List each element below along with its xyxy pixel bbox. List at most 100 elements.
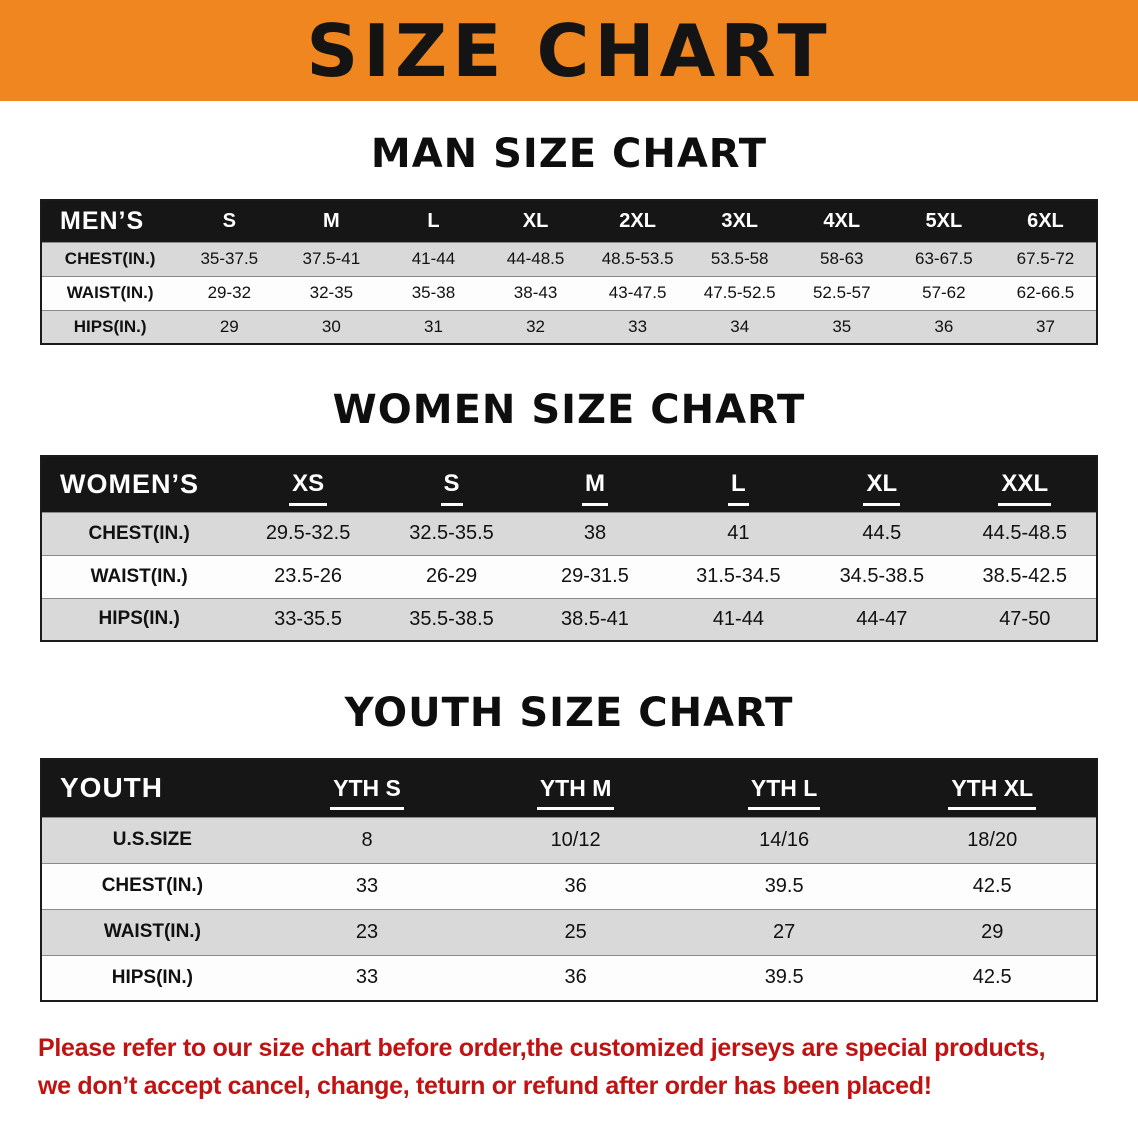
value-cell: 27 xyxy=(679,908,889,955)
youth-size-section: YOUTH SIZE CHART YOUTH YTH S YTH M YTH L YTH … xyxy=(40,690,1098,1002)
table-row: U.S.SIZE 8 10/12 14/16 18/20 xyxy=(41,816,1097,863)
value-cell: 25 xyxy=(471,908,680,955)
value-cell: 47-50 xyxy=(953,597,1097,641)
value-cell: 47.5-52.5 xyxy=(688,275,791,310)
header-label: XL xyxy=(863,470,901,507)
sections: MAN SIZE CHART MEN’S S M L XL 2XL 3XL 4XL 5XL 6XL C… xyxy=(0,131,1138,1002)
value-cell: 35-37.5 xyxy=(178,241,281,276)
value-cell: 37 xyxy=(994,309,1097,344)
table-row: CHEST(IN.) 35-37.5 37.5-41 41-44 44-48.5 48.5… xyxy=(41,241,1097,276)
size-header-cell: YTH XL xyxy=(888,759,1097,817)
value-cell: 34 xyxy=(688,309,791,344)
value-cell: 36 xyxy=(471,954,680,1001)
womens-size-section: WOMEN SIZE CHART WOMEN’S XS S M L XL XXL CHEST(I… xyxy=(40,387,1098,642)
value-cell: 44-48.5 xyxy=(484,241,587,276)
youth-size-table: YOUTH YTH S YTH M YTH L YTH XL U.S.SIZE 8 10/12… xyxy=(40,758,1098,1002)
size-chart-page: SIZE CHART MAN SIZE CHART MEN’S S M L XL 2XL 3X… xyxy=(0,0,1138,1105)
value-cell: 53.5-58 xyxy=(688,241,791,276)
header-label: 2XL xyxy=(619,209,656,232)
size-header-cell: XL xyxy=(810,456,954,512)
value-cell: 33 xyxy=(586,309,689,344)
header-label: 6XL xyxy=(1027,209,1064,232)
disclaimer-line-1: Please refer to our size chart before or… xyxy=(38,1034,1046,1062)
value-cell: 32 xyxy=(484,309,587,344)
table-row: CHEST(IN.) 33 36 39.5 42.5 xyxy=(41,862,1097,909)
row-label-cell: CHEST(IN.) xyxy=(41,511,237,555)
header-label: XS xyxy=(289,470,328,507)
value-cell: 35-38 xyxy=(382,275,485,310)
disclaimer-line-2: we don’t accept cancel, change, teturn o… xyxy=(38,1071,932,1100)
header-label: 3XL xyxy=(721,209,759,232)
value-cell: 34.5-38.5 xyxy=(810,554,954,598)
size-header-cell: L xyxy=(382,200,485,242)
row-label-cell: U.S.SIZE xyxy=(41,816,263,863)
header-label: L xyxy=(728,470,749,507)
value-cell: 30 xyxy=(280,309,383,344)
table-row: HIPS(IN.) 33 36 39.5 42.5 xyxy=(41,954,1097,1001)
value-cell: 18/20 xyxy=(888,816,1097,863)
row-label-cell: HIPS(IN.) xyxy=(41,954,263,1001)
womens-section-heading: WOMEN SIZE CHART xyxy=(332,387,806,433)
row-label-cell: HIPS(IN.) xyxy=(41,309,179,344)
size-header-cell: YTH M xyxy=(471,759,680,817)
table-header-row: YOUTH YTH S YTH M YTH L YTH XL xyxy=(41,759,1097,817)
header-label: YTH XL xyxy=(948,774,1037,810)
table-row: WAIST(IN.) 23.5-26 26-29 29-31.5 31.5-34.5 34… xyxy=(41,554,1097,598)
header-label: S xyxy=(222,209,236,232)
category-header-cell: MEN’S xyxy=(41,200,179,242)
value-cell: 38 xyxy=(523,511,667,555)
category-header-cell: YOUTH xyxy=(41,759,263,817)
value-cell: 26-29 xyxy=(379,554,524,598)
table-header-row: MEN’S S M L XL 2XL 3XL 4XL 5XL 6XL xyxy=(41,200,1097,242)
value-cell: 29-32 xyxy=(178,275,281,310)
value-cell: 8 xyxy=(262,816,472,863)
size-header-cell: 4XL xyxy=(790,200,893,242)
size-header-cell: XS xyxy=(236,456,380,512)
value-cell: 29 xyxy=(888,908,1097,955)
youth-section-heading: YOUTH SIZE CHART xyxy=(344,690,794,736)
size-header-cell: S xyxy=(379,456,524,512)
row-label-cell: WAIST(IN.) xyxy=(41,908,263,955)
value-cell: 39.5 xyxy=(679,954,889,1001)
womens-size-table: WOMEN’S XS S M L XL XXL CHEST(IN.) 29.5-32.5 32.5… xyxy=(40,455,1098,642)
value-cell: 42.5 xyxy=(888,862,1097,909)
size-header-cell: 3XL xyxy=(688,200,791,242)
value-cell: 23.5-26 xyxy=(236,554,380,598)
value-cell: 36 xyxy=(471,862,680,909)
value-cell: 67.5-72 xyxy=(994,241,1097,276)
header-label: S xyxy=(440,470,463,507)
value-cell: 14/16 xyxy=(679,816,889,863)
value-cell: 38.5-42.5 xyxy=(953,554,1097,598)
value-cell: 58-63 xyxy=(790,241,893,276)
value-cell: 33 xyxy=(262,954,472,1001)
size-header-cell: 6XL xyxy=(994,200,1097,242)
value-cell: 43-47.5 xyxy=(586,275,689,310)
value-cell: 52.5-57 xyxy=(790,275,893,310)
page-title: SIZE CHART xyxy=(306,8,832,93)
value-cell: 39.5 xyxy=(679,862,889,909)
value-cell: 44.5-48.5 xyxy=(953,511,1097,555)
row-label-cell: WAIST(IN.) xyxy=(41,275,179,310)
row-label-cell: HIPS(IN.) xyxy=(41,597,237,641)
header-label: MEN’S xyxy=(60,206,145,235)
value-cell: 35 xyxy=(790,309,893,344)
header-label: M xyxy=(581,470,608,507)
value-cell: 29.5-32.5 xyxy=(236,511,380,555)
row-label-cell: WAIST(IN.) xyxy=(41,554,237,598)
header-label: M xyxy=(323,209,340,232)
value-cell: 63-67.5 xyxy=(892,241,995,276)
table-row: HIPS(IN.) 33-35.5 35.5-38.5 38.5-41 41-44 44-… xyxy=(41,597,1097,641)
value-cell: 33-35.5 xyxy=(236,597,380,641)
mens-section-heading: MAN SIZE CHART xyxy=(370,131,768,177)
header-label: YTH S xyxy=(330,774,404,810)
header-label: YTH L xyxy=(747,774,821,810)
value-cell: 44.5 xyxy=(810,511,954,555)
value-cell: 32.5-35.5 xyxy=(379,511,524,555)
value-cell: 38-43 xyxy=(484,275,587,310)
size-header-cell: M xyxy=(523,456,667,512)
disclaimer: Please refer to our size chart before or… xyxy=(0,1002,1138,1105)
value-cell: 44-47 xyxy=(810,597,954,641)
value-cell: 36 xyxy=(892,309,995,344)
size-header-cell: L xyxy=(666,456,811,512)
value-cell: 42.5 xyxy=(888,954,1097,1001)
